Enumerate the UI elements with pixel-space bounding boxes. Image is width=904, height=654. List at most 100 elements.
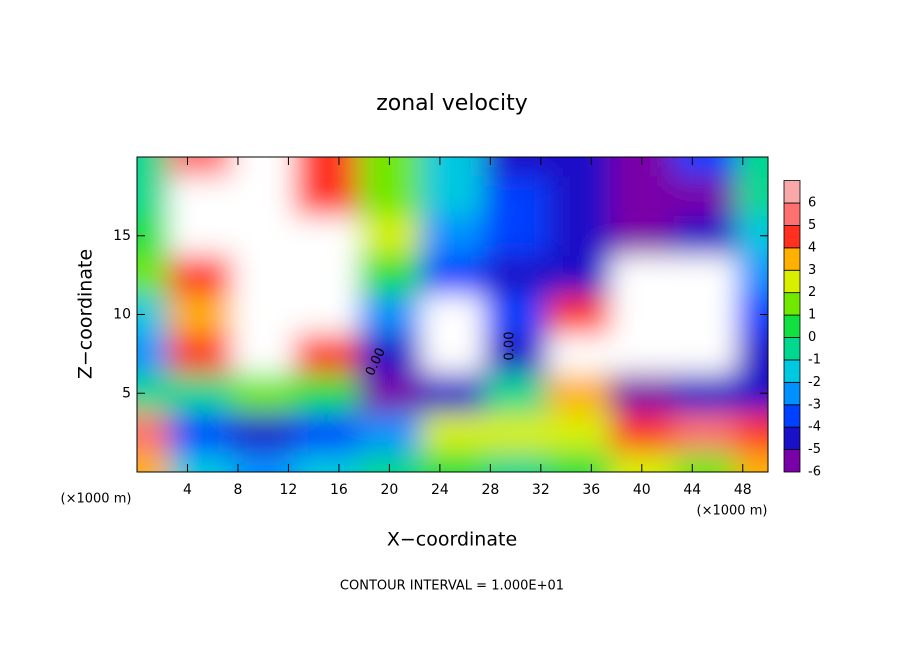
field-cell <box>168 334 233 375</box>
field-cell <box>484 373 549 414</box>
field-cell <box>168 157 233 178</box>
field-cell <box>294 294 359 336</box>
field-cell <box>420 373 486 414</box>
field-cell <box>231 216 296 257</box>
field-cell <box>294 176 359 218</box>
field-cell <box>137 255 170 296</box>
colorbar-label: 0 <box>808 330 816 345</box>
field-cell <box>610 334 675 375</box>
field-cell <box>231 255 296 296</box>
x-tick-label: 12 <box>280 482 298 498</box>
field-cell <box>420 157 486 178</box>
colorbar-swatch <box>783 337 801 361</box>
field-cell <box>420 176 486 218</box>
field-cell <box>231 373 296 414</box>
colorbar-label: 2 <box>808 285 816 300</box>
field-cell <box>547 157 612 178</box>
x-tick-label: 28 <box>481 482 499 498</box>
colorbar-swatch <box>783 426 801 450</box>
y-tick-label: 5 <box>122 385 131 401</box>
field-cell <box>484 176 549 218</box>
field-cell <box>610 255 675 296</box>
field-cell <box>294 452 359 472</box>
y-unit-label: (×1000 m) <box>61 492 132 507</box>
field-cell <box>420 255 486 296</box>
field-cell <box>294 216 359 257</box>
colorbar-label: -4 <box>808 420 821 435</box>
colorbar-label: 6 <box>808 196 816 211</box>
colorbar-swatch <box>783 292 801 316</box>
x-tick-label: 8 <box>233 482 242 498</box>
colorbar-swatch <box>783 247 801 271</box>
colorbar-label: -6 <box>808 465 821 480</box>
colorbar-label: -3 <box>808 397 821 412</box>
colorbar-label: -5 <box>808 442 821 457</box>
field-cell <box>357 412 422 454</box>
field-cell <box>294 157 359 178</box>
field-cell <box>168 452 233 472</box>
field-cell <box>137 176 170 218</box>
x-tick-label: 16 <box>330 482 348 498</box>
x-tick-label: 20 <box>380 482 398 498</box>
field-cell <box>610 452 675 472</box>
colorbar-label: -1 <box>808 352 821 367</box>
field-cell <box>137 452 170 472</box>
field-cell <box>168 216 233 257</box>
field-cell <box>484 452 549 472</box>
field-cell <box>673 373 738 414</box>
field-cell <box>610 412 675 454</box>
field-cell <box>484 412 549 454</box>
field <box>137 157 768 472</box>
field-clip <box>137 157 768 472</box>
field-cell <box>357 255 422 296</box>
field-cell <box>673 176 738 218</box>
field-cell <box>610 157 675 178</box>
field-cell <box>547 294 612 336</box>
field-cell <box>736 412 768 454</box>
x-tick-label: 48 <box>734 482 752 498</box>
annotation: CONTOUR INTERVAL = 1.000E+01 <box>340 579 564 594</box>
field-cell <box>231 452 296 472</box>
field-cell <box>357 452 422 472</box>
field-cell <box>484 334 549 375</box>
field-cell <box>294 334 359 375</box>
field-cell <box>357 373 422 414</box>
field-cell <box>294 255 359 296</box>
field-cell <box>420 452 486 472</box>
colorbar-swatch <box>783 269 801 294</box>
field-cell <box>610 216 675 257</box>
y-axis-label: Z−coordinate <box>75 249 97 379</box>
field-cell <box>547 334 612 375</box>
colorbar-swatch <box>783 180 801 204</box>
x-tick-label: 40 <box>633 482 651 498</box>
field-cell <box>547 373 612 414</box>
field-cell <box>673 334 738 375</box>
x-tick-label: 24 <box>431 482 449 498</box>
field-cell <box>610 373 675 414</box>
field-cell <box>231 294 296 336</box>
field-cell <box>736 157 768 178</box>
field-cell <box>231 334 296 375</box>
field-cell <box>673 294 738 336</box>
field-cell <box>137 412 170 454</box>
field-cell <box>357 176 422 218</box>
field-cell <box>231 412 296 454</box>
field-cell <box>420 294 486 336</box>
field-cell <box>673 157 738 178</box>
colorbar-swatch <box>783 381 801 406</box>
y-tick-label: 15 <box>113 228 131 244</box>
colorbar-swatch <box>783 225 801 249</box>
field-cell <box>547 216 612 257</box>
field-cell <box>420 334 486 375</box>
field-cell <box>231 176 296 218</box>
x-tick-label: 36 <box>582 482 600 498</box>
field-cell <box>168 176 233 218</box>
colorbar-swatch <box>783 359 801 383</box>
x-tick-label: 44 <box>683 482 701 498</box>
field-cell <box>736 334 768 375</box>
field-cell <box>231 157 296 178</box>
field-cell <box>137 334 170 375</box>
field-cell <box>357 334 422 375</box>
field-cell <box>484 255 549 296</box>
